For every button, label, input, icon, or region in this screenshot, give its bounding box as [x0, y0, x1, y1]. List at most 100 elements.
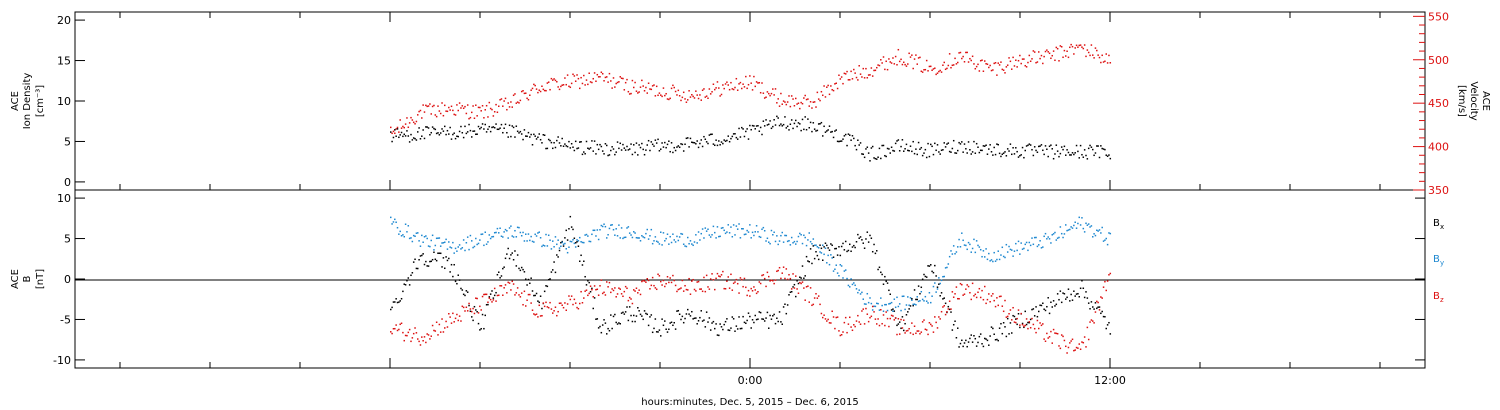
bx-point	[477, 322, 480, 325]
velocity-point	[719, 95, 721, 97]
bx-point	[461, 289, 464, 291]
by-point	[1106, 243, 1109, 246]
bz-point	[695, 290, 697, 292]
velocity-point	[800, 101, 802, 104]
bz-point	[913, 325, 916, 327]
density-point	[398, 136, 400, 139]
by-point	[782, 241, 785, 243]
bx-point	[1109, 333, 1112, 335]
density-point	[530, 133, 532, 136]
bx-point	[394, 301, 396, 303]
velocity-point	[530, 89, 532, 91]
velocity-point	[672, 84, 674, 87]
by-point	[996, 258, 998, 261]
velocity-point	[680, 99, 682, 102]
bx-point	[452, 275, 454, 278]
velocity-point	[441, 102, 443, 104]
bx-point	[564, 237, 566, 239]
bz-point	[452, 312, 454, 315]
density-point	[859, 142, 862, 144]
by-point	[772, 233, 774, 236]
by-point	[1096, 229, 1098, 232]
velocity-point	[901, 63, 904, 66]
velocity-point	[866, 77, 869, 79]
density-point	[970, 153, 972, 155]
bx-point	[572, 228, 574, 231]
velocity-point	[969, 57, 971, 60]
bx-point	[596, 318, 599, 320]
bz-point	[1067, 346, 1070, 349]
density-point	[462, 136, 465, 139]
bz-point	[750, 287, 752, 290]
density-point	[800, 129, 802, 132]
by-point	[979, 248, 982, 251]
bx-point	[1079, 287, 1082, 290]
by-point	[758, 235, 761, 238]
velocity-point	[993, 62, 995, 65]
velocity-point	[547, 81, 550, 83]
density-point	[639, 146, 642, 149]
x-tick-label: 12:00	[1094, 374, 1126, 387]
velocity-point	[1052, 50, 1055, 52]
bx-point	[1058, 298, 1060, 301]
by-point	[811, 243, 813, 245]
density-point	[799, 123, 801, 125]
by-point	[712, 225, 715, 228]
bz-point	[963, 293, 966, 295]
bx-point	[835, 247, 837, 250]
bz-point	[873, 311, 875, 313]
density-point	[460, 125, 462, 128]
by-point	[970, 251, 972, 253]
density-point	[1038, 145, 1040, 148]
velocity-point	[804, 94, 806, 97]
by-point	[450, 247, 453, 249]
bx-point	[1093, 308, 1095, 310]
by-point	[390, 216, 392, 219]
by-point	[566, 251, 569, 254]
bx-point	[491, 290, 493, 292]
by-point	[1066, 229, 1068, 232]
bx-point	[430, 260, 432, 263]
by-point	[707, 228, 709, 231]
bx-point	[466, 291, 469, 293]
velocity-point	[876, 66, 878, 69]
bx-point	[523, 271, 526, 273]
bz-point	[944, 313, 947, 316]
density-point	[445, 133, 447, 136]
bz-point	[596, 288, 599, 291]
bx-point	[469, 310, 472, 313]
density-point	[634, 151, 636, 154]
bz-point	[654, 287, 657, 289]
by-point	[435, 237, 438, 240]
velocity-point	[480, 110, 482, 112]
velocity-point	[703, 88, 705, 90]
by-point	[531, 240, 534, 243]
density-point	[466, 131, 469, 133]
density-point	[892, 149, 894, 152]
by-point	[538, 231, 540, 233]
by-point	[896, 296, 898, 299]
velocity-point	[596, 73, 599, 76]
density-point	[654, 139, 657, 141]
velocity-point	[765, 96, 767, 98]
bz-point	[1040, 324, 1043, 327]
by-point	[1025, 241, 1028, 244]
by-point	[453, 252, 455, 254]
bz-point	[705, 274, 708, 277]
velocity-point	[603, 80, 605, 82]
by-point	[992, 260, 994, 263]
bz-point	[1020, 312, 1022, 315]
bx-point	[510, 254, 512, 256]
velocity-point	[569, 86, 572, 89]
bz-point	[1050, 330, 1052, 333]
bz-point	[533, 313, 535, 315]
bx-point	[603, 319, 605, 321]
velocity-point	[915, 54, 917, 56]
velocity-point	[399, 119, 401, 121]
by-point	[909, 297, 912, 299]
velocity-point	[1090, 44, 1093, 46]
density-point	[562, 145, 565, 147]
bx-point	[1025, 323, 1028, 326]
velocity-point	[803, 97, 805, 99]
